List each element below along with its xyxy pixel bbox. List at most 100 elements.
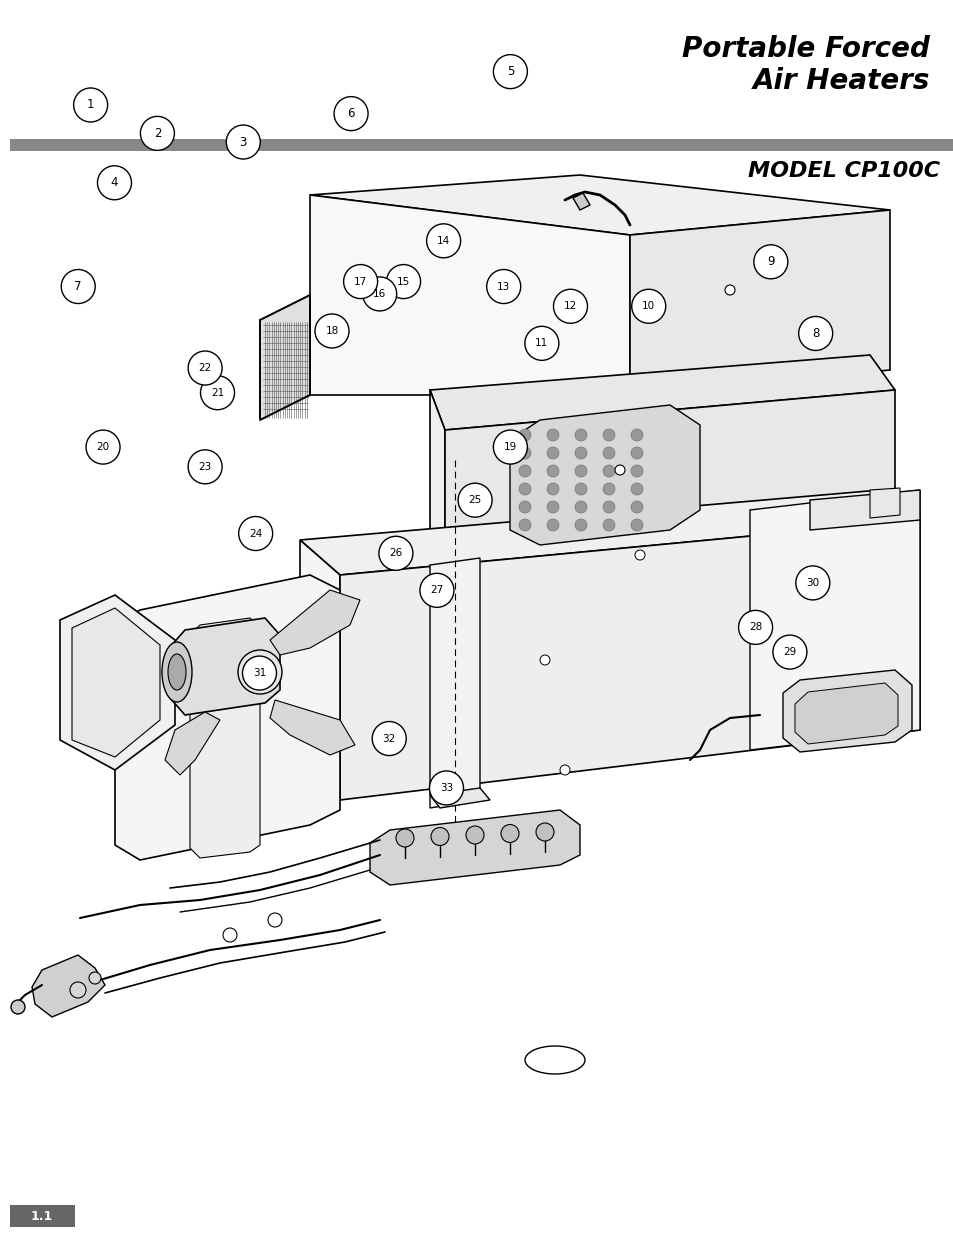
Circle shape: [615, 466, 624, 475]
Polygon shape: [299, 540, 339, 800]
Polygon shape: [190, 618, 260, 858]
Text: 27: 27: [430, 585, 443, 595]
Polygon shape: [869, 488, 899, 517]
Polygon shape: [430, 354, 894, 430]
Text: 23: 23: [198, 462, 212, 472]
Polygon shape: [299, 490, 919, 576]
Circle shape: [518, 519, 531, 531]
Circle shape: [518, 429, 531, 441]
Ellipse shape: [524, 1046, 584, 1074]
Circle shape: [493, 54, 527, 89]
Circle shape: [602, 466, 615, 477]
Circle shape: [536, 823, 554, 841]
Circle shape: [200, 375, 234, 410]
Polygon shape: [71, 608, 160, 757]
Text: 11: 11: [535, 338, 548, 348]
Circle shape: [630, 519, 642, 531]
Polygon shape: [370, 810, 579, 885]
Polygon shape: [809, 490, 919, 530]
Circle shape: [226, 125, 260, 159]
Text: 26: 26: [389, 548, 402, 558]
Polygon shape: [32, 955, 105, 1016]
Circle shape: [500, 825, 518, 842]
Text: 9: 9: [766, 256, 774, 268]
Circle shape: [795, 566, 829, 600]
FancyBboxPatch shape: [10, 140, 953, 151]
Circle shape: [343, 264, 377, 299]
Circle shape: [250, 662, 270, 682]
Circle shape: [602, 483, 615, 495]
Text: 12: 12: [563, 301, 577, 311]
Text: 16: 16: [373, 289, 386, 299]
Circle shape: [518, 483, 531, 495]
Polygon shape: [430, 390, 444, 535]
Polygon shape: [270, 590, 359, 655]
Circle shape: [334, 96, 368, 131]
Circle shape: [237, 650, 282, 694]
Circle shape: [378, 536, 413, 571]
Text: 32: 32: [382, 734, 395, 743]
Polygon shape: [430, 788, 490, 808]
Circle shape: [539, 655, 550, 664]
Text: 19: 19: [503, 442, 517, 452]
Polygon shape: [339, 520, 919, 800]
Polygon shape: [749, 490, 919, 750]
Text: 13: 13: [497, 282, 510, 291]
Circle shape: [61, 269, 95, 304]
Text: 18: 18: [325, 326, 338, 336]
Circle shape: [242, 656, 276, 690]
Text: 7: 7: [74, 280, 82, 293]
Circle shape: [630, 466, 642, 477]
Circle shape: [188, 450, 222, 484]
Text: 24: 24: [249, 529, 262, 538]
Circle shape: [753, 245, 787, 279]
Polygon shape: [165, 713, 220, 776]
Circle shape: [575, 519, 586, 531]
Circle shape: [238, 516, 273, 551]
Circle shape: [602, 429, 615, 441]
Circle shape: [457, 483, 492, 517]
Polygon shape: [310, 195, 629, 395]
Ellipse shape: [168, 655, 186, 690]
Circle shape: [630, 501, 642, 513]
Polygon shape: [60, 595, 174, 769]
Circle shape: [97, 165, 132, 200]
Text: 17: 17: [354, 277, 367, 287]
Polygon shape: [430, 558, 479, 808]
Circle shape: [518, 501, 531, 513]
Circle shape: [575, 501, 586, 513]
Circle shape: [738, 610, 772, 645]
Text: 28: 28: [748, 622, 761, 632]
Text: 3: 3: [239, 136, 247, 148]
Text: 30: 30: [805, 578, 819, 588]
Circle shape: [518, 447, 531, 459]
Circle shape: [140, 116, 174, 151]
Circle shape: [546, 466, 558, 477]
Circle shape: [395, 829, 414, 847]
Circle shape: [546, 501, 558, 513]
Circle shape: [546, 519, 558, 531]
Circle shape: [486, 269, 520, 304]
Polygon shape: [115, 576, 339, 860]
Circle shape: [575, 466, 586, 477]
Circle shape: [386, 264, 420, 299]
Polygon shape: [629, 210, 889, 395]
Circle shape: [630, 483, 642, 495]
Text: 31: 31: [253, 668, 266, 678]
Circle shape: [372, 721, 406, 756]
Text: 2: 2: [153, 127, 161, 140]
Circle shape: [772, 635, 806, 669]
Polygon shape: [170, 618, 280, 715]
Polygon shape: [573, 193, 589, 210]
Circle shape: [575, 429, 586, 441]
Circle shape: [631, 289, 665, 324]
Circle shape: [575, 447, 586, 459]
Text: MODEL CP100C: MODEL CP100C: [747, 161, 939, 182]
Circle shape: [314, 314, 349, 348]
Circle shape: [546, 447, 558, 459]
Circle shape: [575, 483, 586, 495]
Circle shape: [431, 827, 449, 846]
Circle shape: [630, 429, 642, 441]
Circle shape: [426, 224, 460, 258]
Text: 29: 29: [782, 647, 796, 657]
